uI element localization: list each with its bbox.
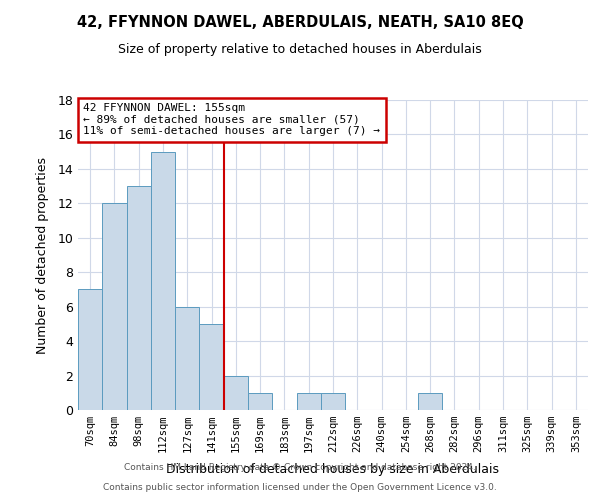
Bar <box>102 204 127 410</box>
Bar <box>175 306 199 410</box>
Text: 42, FFYNNON DAWEL, ABERDULAIS, NEATH, SA10 8EQ: 42, FFYNNON DAWEL, ABERDULAIS, NEATH, SA… <box>77 15 523 30</box>
Bar <box>296 393 321 410</box>
Text: 42 FFYNNON DAWEL: 155sqm
← 89% of detached houses are smaller (57)
11% of semi-d: 42 FFYNNON DAWEL: 155sqm ← 89% of detach… <box>83 103 380 136</box>
Bar <box>78 290 102 410</box>
Bar <box>321 393 345 410</box>
Bar <box>224 376 248 410</box>
Bar <box>248 393 272 410</box>
Bar <box>127 186 151 410</box>
Bar <box>418 393 442 410</box>
Text: Contains HM Land Registry data © Crown copyright and database right 2024.: Contains HM Land Registry data © Crown c… <box>124 464 476 472</box>
Text: Contains public sector information licensed under the Open Government Licence v3: Contains public sector information licen… <box>103 484 497 492</box>
Text: Size of property relative to detached houses in Aberdulais: Size of property relative to detached ho… <box>118 42 482 56</box>
Bar <box>151 152 175 410</box>
X-axis label: Distribution of detached houses by size in Aberdulais: Distribution of detached houses by size … <box>167 464 499 476</box>
Y-axis label: Number of detached properties: Number of detached properties <box>36 156 49 354</box>
Bar <box>199 324 224 410</box>
